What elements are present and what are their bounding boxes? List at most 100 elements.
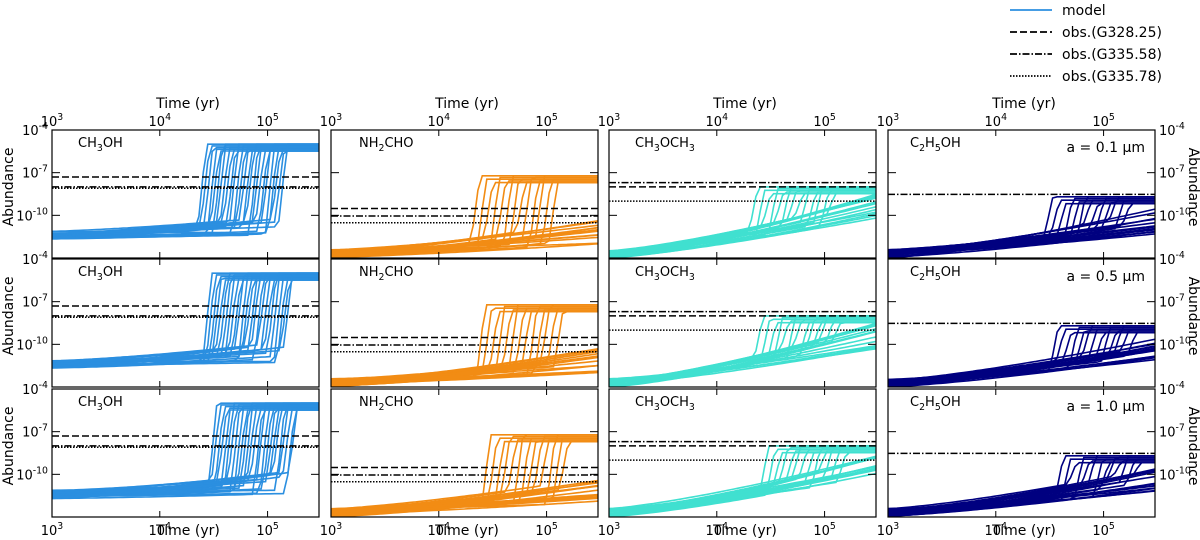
- model-curve: [888, 356, 1155, 387]
- model-curve: [331, 348, 598, 384]
- plot-area: [331, 304, 598, 387]
- x-tick-label: 104: [706, 112, 729, 130]
- grain-size-label: a = 0.1 μm: [1067, 140, 1145, 156]
- panel-frame: [330, 388, 599, 518]
- x-tick-label: 105: [256, 521, 279, 539]
- y-tick-label: 10-4: [22, 380, 48, 398]
- grain-size-label: a = 1.0 μm: [1067, 399, 1145, 415]
- model-curve: [52, 402, 319, 497]
- panel-frame: [887, 388, 1156, 518]
- panel-frame: [608, 388, 877, 518]
- plot-area: [609, 181, 876, 258]
- model-curve: [52, 274, 319, 369]
- model-curve: [888, 338, 1155, 382]
- model-curve: [888, 458, 1155, 514]
- x-tick-label: 103: [41, 521, 64, 539]
- right-axis-label: Abundance: [1185, 148, 1200, 227]
- panel-NH2CHO-row-0: 103 104 105 NH2CHO: [320, 112, 599, 259]
- panel-CH3OH-row-2: 103 104 105 10-4 10-7 10-10 CH3OH: [16, 380, 320, 539]
- model-curve: [52, 272, 319, 369]
- y-tick-label: 10-4: [1159, 121, 1185, 139]
- plot-area: [52, 143, 319, 240]
- bottom-axis-label: Time (yr): [991, 523, 1056, 539]
- x-tick-label: 104: [149, 112, 172, 130]
- legend-label: obs.(G328.25): [1062, 25, 1162, 41]
- panel-frame: [887, 258, 1156, 388]
- model-curve: [331, 482, 598, 512]
- model-curve: [52, 404, 319, 493]
- model-curve: [52, 402, 319, 496]
- model-curve: [609, 187, 876, 255]
- legend-label: obs.(G335.78): [1062, 69, 1162, 85]
- species-label: CH3OH: [78, 136, 123, 154]
- x-tick-label: 105: [1092, 112, 1115, 130]
- plot-area: [52, 402, 319, 500]
- x-tick-label: 105: [256, 112, 279, 130]
- y-tick-label: 10-7: [1159, 293, 1185, 311]
- x-tick-label: 104: [985, 521, 1008, 539]
- panel-CH3OH-row-1: 10-4 10-7 10-10 CH3OH: [16, 250, 320, 388]
- species-label: C2H5OH: [910, 136, 961, 154]
- bottom-axis-label: Time (yr): [155, 523, 220, 539]
- model-curve: [609, 455, 876, 510]
- panel-frame: [330, 129, 599, 259]
- x-tick-label: 105: [813, 112, 836, 130]
- top-axis-label: Time (yr): [991, 96, 1056, 112]
- y-tick-label: 10-10: [1159, 465, 1191, 483]
- model-curve: [888, 208, 1155, 257]
- right-axis-label: Abundance: [1185, 277, 1200, 356]
- panel-grid: 103 104 105 10-4 10-7 10-10 CH3OH 103 104 105 NH2C…: [16, 112, 1191, 539]
- x-tick-label: 103: [320, 521, 343, 539]
- species-label: NH2CHO: [359, 136, 414, 154]
- species-label: CH3OH: [78, 395, 123, 413]
- model-curve: [888, 328, 1155, 382]
- model-curve: [331, 495, 598, 511]
- model-curve: [888, 233, 1155, 255]
- plot-area: [52, 272, 319, 369]
- x-tick-label: 103: [320, 112, 343, 130]
- model-curve: [331, 500, 598, 516]
- species-label: CH3OH: [78, 265, 123, 283]
- panel-frame: [887, 129, 1156, 259]
- x-tick-label: 105: [813, 521, 836, 539]
- model-curve: [52, 404, 319, 493]
- x-tick-label: 105: [1092, 521, 1115, 539]
- y-tick-label: 10-10: [1159, 206, 1191, 224]
- model-curve: [331, 371, 598, 385]
- y-tick-label: 10-10: [16, 335, 48, 353]
- panel-CH3OCH3-row-0: 103 104 105 CH3OCH3: [598, 112, 877, 259]
- top-axis-label: Time (yr): [155, 96, 220, 112]
- model-curve: [52, 145, 319, 240]
- model-curve: [52, 275, 319, 362]
- plot-area: [331, 434, 598, 517]
- x-tick-label: 104: [428, 521, 451, 539]
- x-tick-label: 103: [598, 112, 621, 130]
- species-label: NH2CHO: [359, 395, 414, 413]
- model-curve: [52, 402, 319, 500]
- model-curve: [888, 461, 1155, 516]
- bottom-axis-label: Time (yr): [712, 523, 777, 539]
- species-label: C2H5OH: [910, 265, 961, 283]
- plot-area: [888, 193, 1155, 258]
- x-tick-label: 104: [428, 112, 451, 130]
- x-tick-label: 105: [535, 521, 558, 539]
- plot-area: [331, 175, 598, 258]
- model-curve: [609, 189, 876, 253]
- model-curve: [52, 279, 319, 363]
- plot-area: [888, 322, 1155, 387]
- model-curve: [52, 409, 319, 500]
- model-curve: [609, 336, 876, 384]
- x-tick-label: 103: [877, 521, 900, 539]
- model-curve: [888, 331, 1155, 384]
- panel-C2H5OH-row-2: 103 104 105 10-4 10-7 10-10 C2H5OH a = 1.0 μm: [877, 380, 1191, 539]
- y-tick-label: 10-7: [22, 293, 48, 311]
- legend-label: obs.(G335.58): [1062, 47, 1162, 63]
- y-tick-label: 10-7: [1159, 423, 1185, 441]
- panel-CH3OCH3-row-1: CH3OCH3: [608, 258, 877, 388]
- model-curve: [331, 304, 598, 381]
- model-curve: [609, 192, 876, 258]
- model-curve: [888, 471, 1155, 517]
- y-tick-label: 10-4: [1159, 380, 1185, 398]
- left-axis-label: Abundance: [1, 407, 17, 486]
- top-axis-label: Time (yr): [434, 96, 499, 112]
